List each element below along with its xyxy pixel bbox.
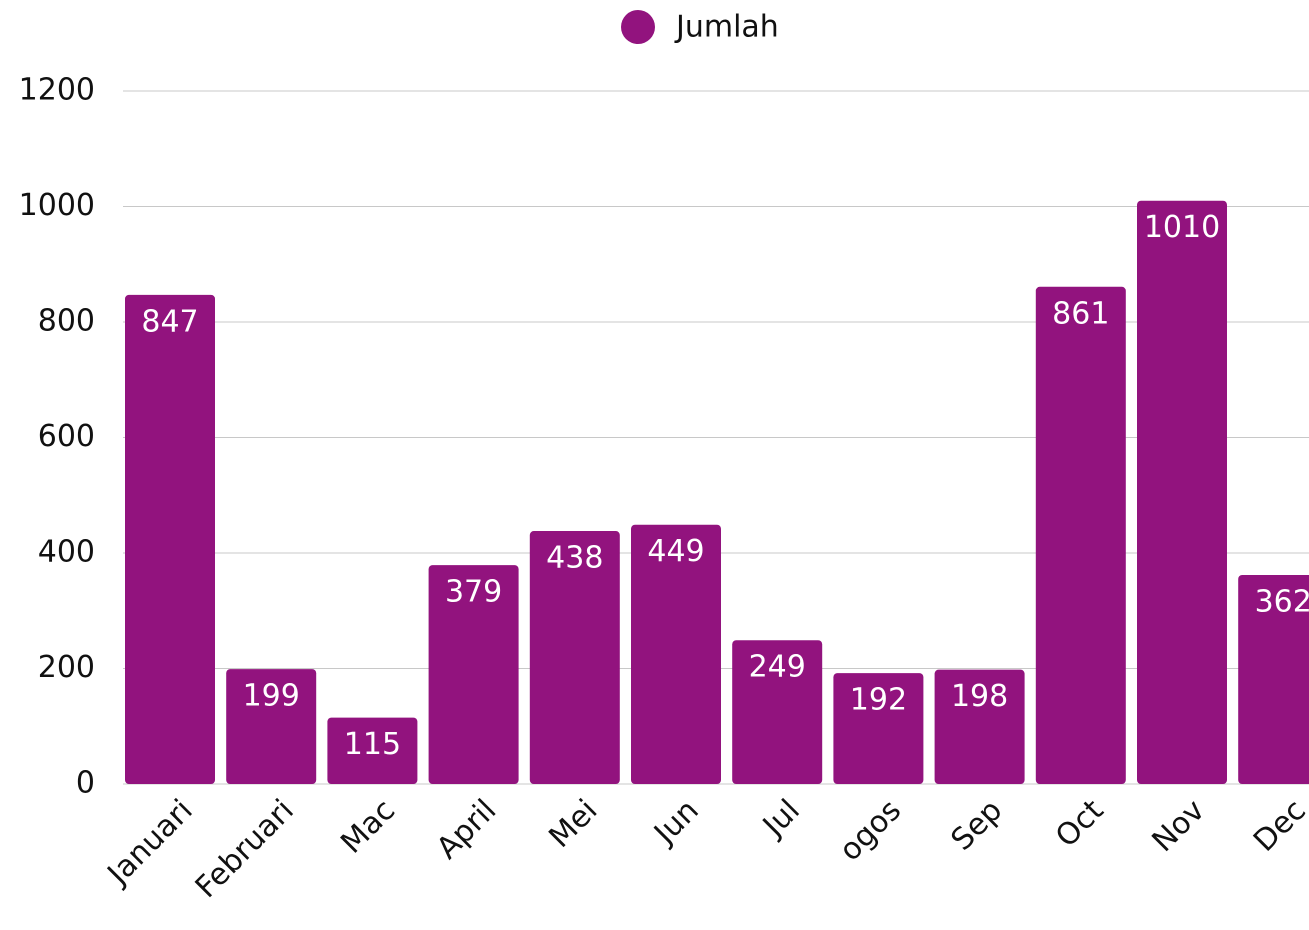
data-label: 861	[1052, 296, 1109, 331]
bar	[529, 531, 620, 784]
y-tick-label: 1000	[19, 188, 95, 223]
bar	[125, 294, 215, 784]
data-label: 192	[850, 683, 907, 718]
bar	[934, 669, 1025, 784]
bar	[732, 640, 823, 784]
bar	[327, 717, 418, 784]
x-tick-label: Jul	[755, 793, 807, 845]
data-label: 115	[344, 727, 401, 762]
data-label: 249	[749, 650, 806, 685]
bar	[1035, 286, 1126, 784]
y-tick-label: 600	[38, 419, 95, 454]
bar	[1238, 574, 1309, 784]
data-label: 198	[951, 679, 1008, 714]
x-tick-label: Oct	[1049, 793, 1111, 855]
bar	[1137, 200, 1227, 785]
data-label: 379	[445, 575, 502, 610]
bar	[833, 673, 924, 784]
y-tick-label: 200	[38, 650, 95, 685]
x-tick-label: Januari	[100, 793, 200, 893]
y-tick-label: 1200	[19, 73, 95, 108]
x-tick-label: Dec	[1247, 793, 1309, 859]
y-tick-label: 0	[76, 766, 95, 801]
legend-marker	[621, 10, 655, 44]
legend-label: Jumlah	[674, 10, 779, 45]
bar	[631, 524, 721, 784]
bar	[226, 669, 317, 784]
data-label: 362	[1255, 584, 1309, 619]
data-label: 438	[546, 541, 603, 576]
x-tick-label: ogos	[833, 793, 908, 868]
data-label: 449	[647, 534, 704, 569]
x-tick-label: Sep	[945, 793, 1010, 858]
data-label: 847	[141, 304, 198, 339]
y-tick-label: 800	[38, 304, 95, 339]
data-label: 199	[243, 679, 300, 714]
x-tick-label: Februari	[189, 793, 301, 905]
data-label: 1010	[1144, 210, 1220, 245]
x-tick-label: Nov	[1146, 793, 1212, 859]
x-tick-label: Jun	[646, 793, 705, 852]
x-tick-label: April	[430, 793, 503, 866]
x-tick-label: Mac	[334, 793, 402, 861]
y-tick-label: 400	[38, 535, 95, 570]
x-tick-label: Mei	[542, 793, 604, 855]
bar	[428, 565, 519, 784]
